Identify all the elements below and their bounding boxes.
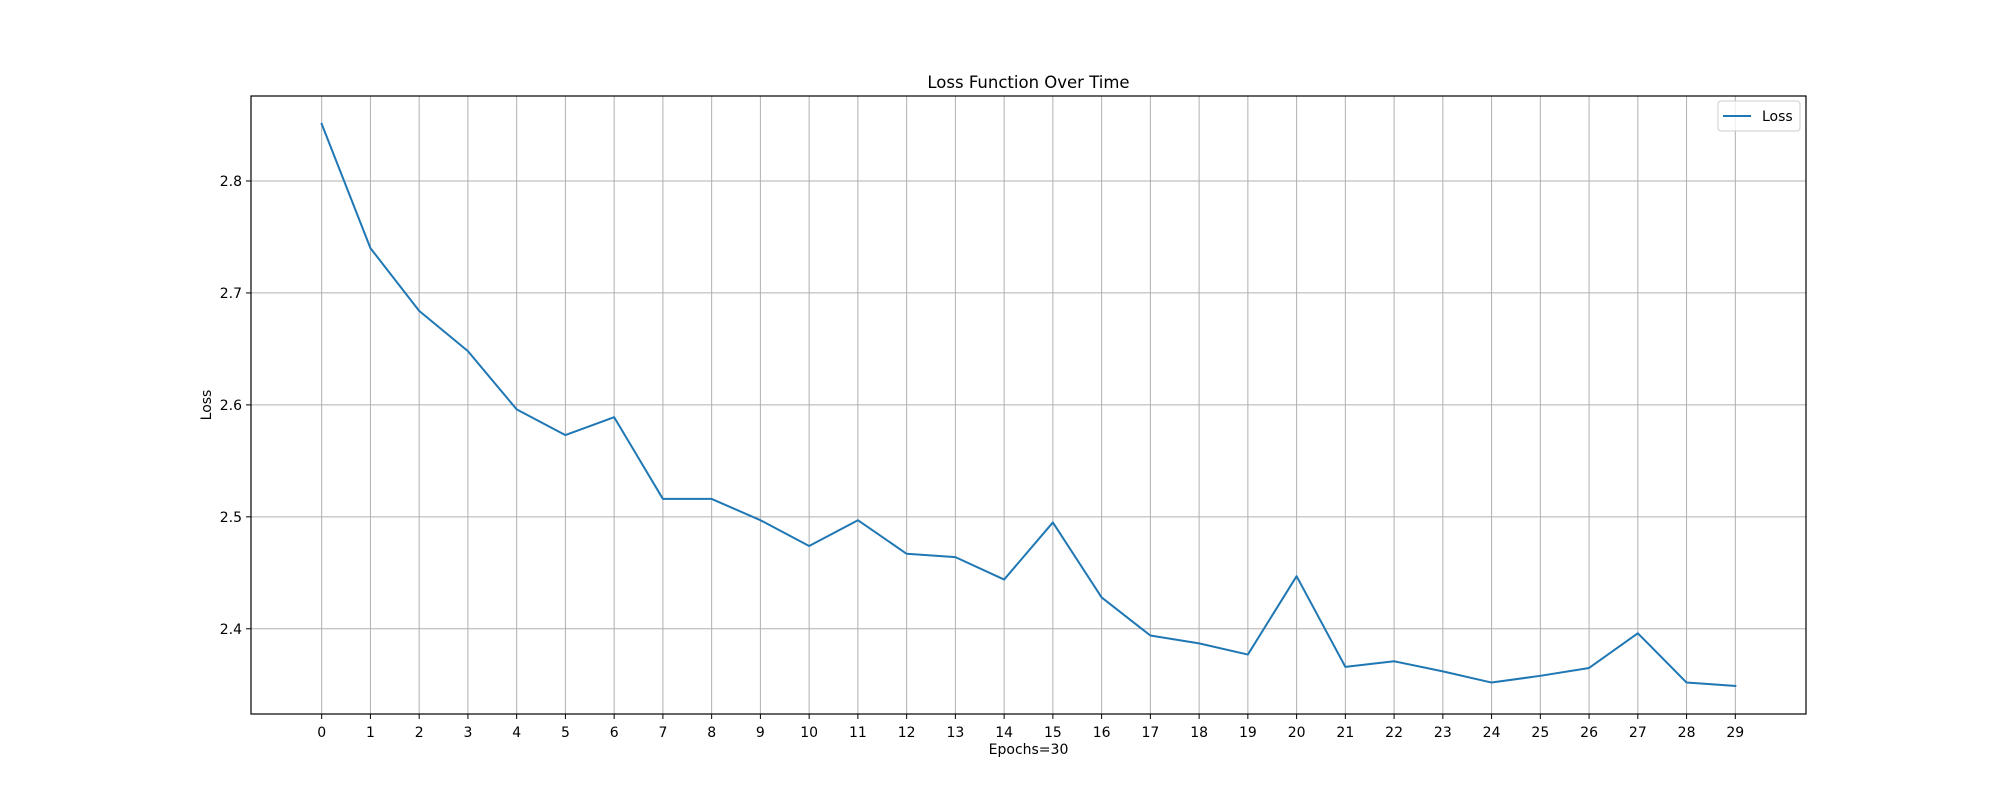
grid-lines: [251, 96, 1806, 714]
x-tick-label: 6: [610, 725, 619, 741]
legend-box: [1717, 100, 1801, 132]
x-tick-label: 7: [658, 725, 667, 741]
x-tick-label: 12: [898, 725, 916, 741]
x-tick-label: 16: [1093, 725, 1111, 741]
x-tick-label: 18: [1190, 725, 1208, 741]
series-line-loss: [320, 122, 1737, 687]
x-tick-label: 2: [415, 725, 424, 741]
x-tick-label: 14: [995, 725, 1013, 741]
x-tick-label: 10: [800, 725, 818, 741]
x-tick-label: 22: [1385, 725, 1403, 741]
x-tick-label: 23: [1434, 725, 1452, 741]
y-tick-label: 2.6: [220, 398, 242, 414]
legend-label-loss: Loss: [1762, 109, 1793, 125]
y-tick-label: 2.4: [220, 622, 242, 638]
x-tick-label: 1: [366, 725, 375, 741]
x-tick-label: 15: [1044, 725, 1062, 741]
y-tick-label: 2.7: [220, 286, 242, 302]
x-tick-label: 8: [707, 725, 716, 741]
x-tick-label: 9: [756, 725, 765, 741]
x-axis: 0 1 2 3 4 5 6 7 8 9 10 11 12 13 14 15 16 17 18 19 20 21 22 23 24…: [317, 714, 1744, 741]
x-tick-label: 28: [1678, 725, 1696, 741]
x-tick-label: 21: [1336, 725, 1354, 741]
y-tick-label: 2.5: [220, 510, 242, 526]
x-tick-label: 19: [1239, 725, 1257, 741]
x-tick-label: 5: [561, 725, 570, 741]
x-tick-label: 20: [1288, 725, 1306, 741]
legend: Loss: [1717, 100, 1801, 132]
x-tick-label: 26: [1580, 725, 1598, 741]
y-tick-label: 2.8: [220, 174, 242, 190]
x-tick-label: 11: [849, 725, 867, 741]
series-layer: [320, 122, 1737, 687]
x-tick-label: 4: [512, 725, 521, 741]
x-tick-label: 13: [946, 725, 964, 741]
x-tick-label: 27: [1629, 725, 1647, 741]
x-tick-label: 25: [1531, 725, 1549, 741]
x-tick-label: 17: [1141, 725, 1159, 741]
x-tick-label: 3: [463, 725, 472, 741]
y-axis-label: Loss: [199, 390, 215, 421]
y-axis: 2.4 2.5 2.6 2.7 2.8: [220, 174, 251, 638]
x-tick-label: 0: [317, 725, 326, 741]
x-tick-label: 24: [1483, 725, 1501, 741]
x-tick-label: 29: [1726, 725, 1744, 741]
chart-title: Loss Function Over Time: [927, 73, 1129, 92]
x-axis-label: Epochs=30: [989, 742, 1069, 758]
